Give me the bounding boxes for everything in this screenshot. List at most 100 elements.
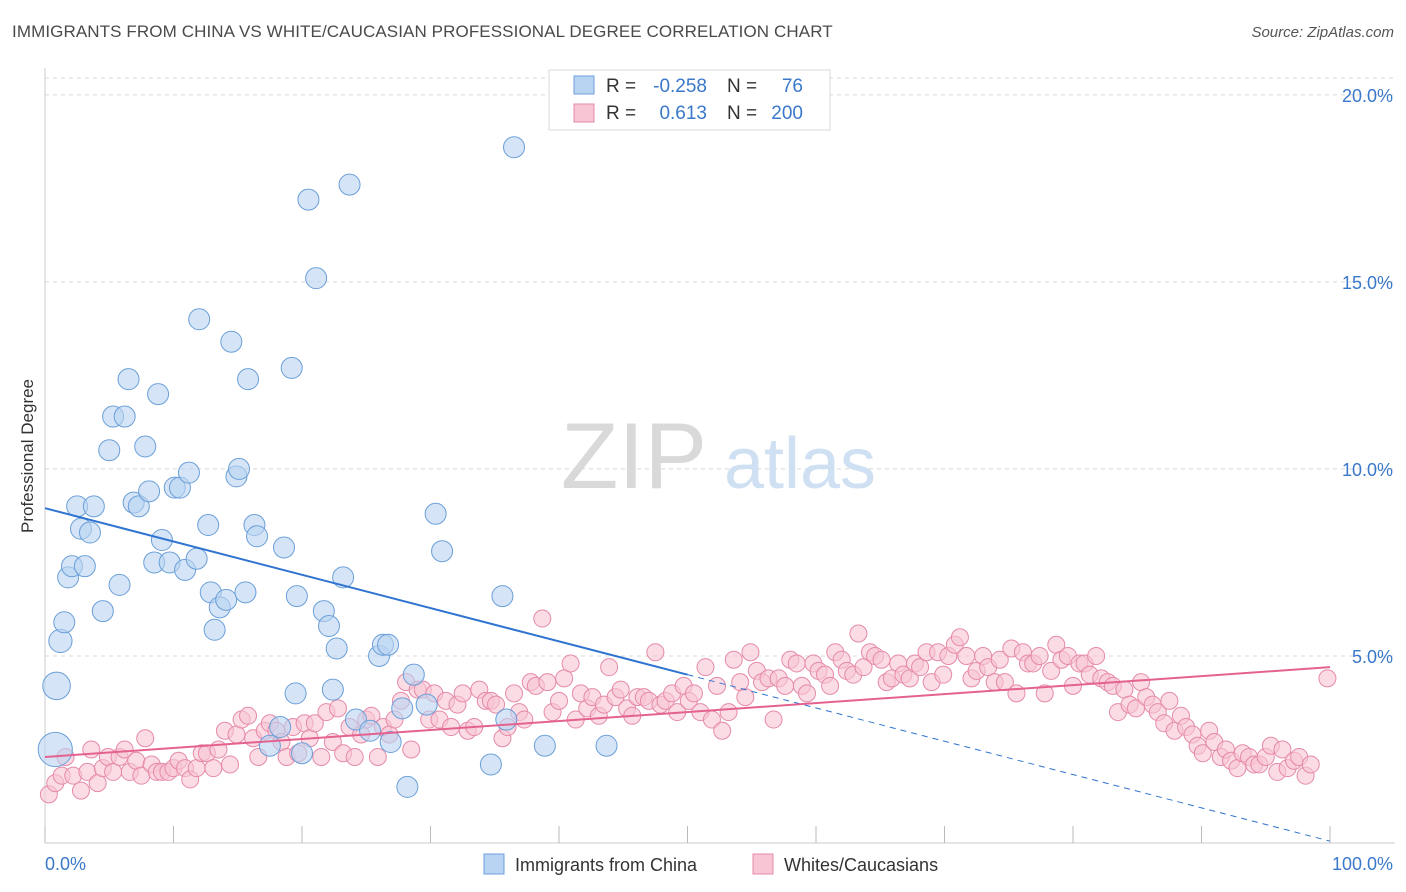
china-point [431, 540, 454, 563]
watermark: ZIP atlas [561, 403, 876, 508]
china-point [297, 188, 320, 211]
china-point [533, 734, 556, 757]
whites-point [221, 755, 240, 774]
whites-trend-line [44, 666, 1331, 758]
whites-point [561, 654, 580, 673]
legend-top-whites-n-value: 200 [771, 103, 803, 124]
legend-top-china-swatch [573, 75, 595, 95]
china-point [197, 514, 220, 537]
china-point [285, 585, 308, 608]
china-point [185, 547, 208, 570]
whites-point [911, 658, 930, 677]
whites-point [136, 729, 155, 748]
china-point [134, 435, 157, 458]
china-point [98, 439, 121, 462]
china-point [273, 536, 296, 559]
whites-point [505, 684, 524, 703]
china-point [391, 697, 414, 720]
china-point [291, 742, 313, 765]
whites-point [934, 665, 953, 684]
whites-point [776, 676, 795, 695]
trend-lines [44, 507, 1331, 842]
whites-point [696, 658, 715, 677]
whites-point [821, 676, 840, 695]
china-point [595, 734, 618, 757]
legend-top-china-n-label: N = [727, 76, 757, 97]
whites-point [515, 710, 534, 729]
whites-point [1193, 744, 1212, 763]
china-point [338, 173, 361, 196]
china-point [234, 581, 257, 604]
whites-point [82, 740, 101, 759]
china-point [150, 528, 173, 551]
china-point [108, 573, 131, 596]
y-tick-label: 15.0% [1342, 273, 1393, 293]
china-point [269, 716, 292, 739]
whites-point [764, 710, 783, 729]
whites-point [1087, 646, 1106, 665]
china-point [503, 136, 526, 159]
x-tick-label: 100.0% [1332, 854, 1393, 874]
whites-point [600, 658, 619, 677]
china-point [188, 308, 211, 331]
y-axis-label: Professional Degree [18, 379, 37, 533]
whites-point [611, 680, 630, 699]
whites-point [1160, 691, 1179, 710]
china-point [203, 618, 226, 641]
watermark-atlas: atlas [724, 424, 876, 504]
china-trend-extension [687, 674, 1331, 842]
whites-point [368, 747, 387, 766]
china-point [117, 368, 140, 391]
whites-point [741, 643, 760, 662]
whites-point [533, 609, 552, 628]
legend-top-china-r-label: R = [606, 76, 636, 97]
whites-point [204, 759, 223, 778]
legend-top-china-r-value: -0.258 [653, 76, 707, 97]
china-point [479, 753, 502, 776]
whites-point [345, 747, 364, 766]
legend-bottom-whites-swatch [752, 853, 774, 875]
legend-bottom-china-swatch [483, 853, 505, 875]
whites-point [127, 751, 146, 770]
china-point [258, 734, 281, 757]
whites-point [227, 725, 246, 744]
china-point [177, 461, 200, 484]
legend-top-whites-swatch [573, 103, 595, 123]
whites-point [1132, 673, 1151, 692]
legend-top-whites-r-value: 0.613 [659, 103, 707, 124]
whites-point [453, 684, 472, 703]
whites-point [1301, 755, 1320, 774]
watermark-zip: ZIP [561, 403, 707, 508]
china-point [53, 611, 76, 634]
whites-point [724, 650, 743, 669]
whites-point [950, 628, 969, 647]
china-point [284, 682, 307, 705]
china-point [147, 383, 170, 406]
whites-point [312, 747, 331, 766]
whites-point [849, 624, 868, 643]
whites-point [1318, 669, 1337, 688]
china-point [415, 693, 438, 716]
china-point [321, 678, 344, 701]
whites-point [1007, 684, 1026, 703]
y-tick-label: 10.0% [1342, 460, 1393, 480]
china-point [138, 480, 161, 503]
y-tick-label: 20.0% [1342, 86, 1393, 106]
whites-point [328, 699, 347, 718]
china-point [377, 633, 400, 656]
chart-title: IMMIGRANTS FROM CHINA VS WHITE/CAUCASIAN… [12, 22, 833, 41]
whites-point [719, 703, 738, 722]
legend-top-whites-n-label: N = [727, 103, 757, 124]
china-point [280, 356, 303, 379]
whites-point [1115, 680, 1134, 699]
whites-point [555, 669, 574, 688]
china-point [491, 585, 514, 608]
whites-point [736, 688, 755, 707]
whites-point [684, 684, 703, 703]
china-point [396, 775, 419, 798]
china-trend-line [44, 507, 688, 676]
china-point [317, 615, 340, 638]
x-tick-label: 0.0% [45, 854, 86, 874]
